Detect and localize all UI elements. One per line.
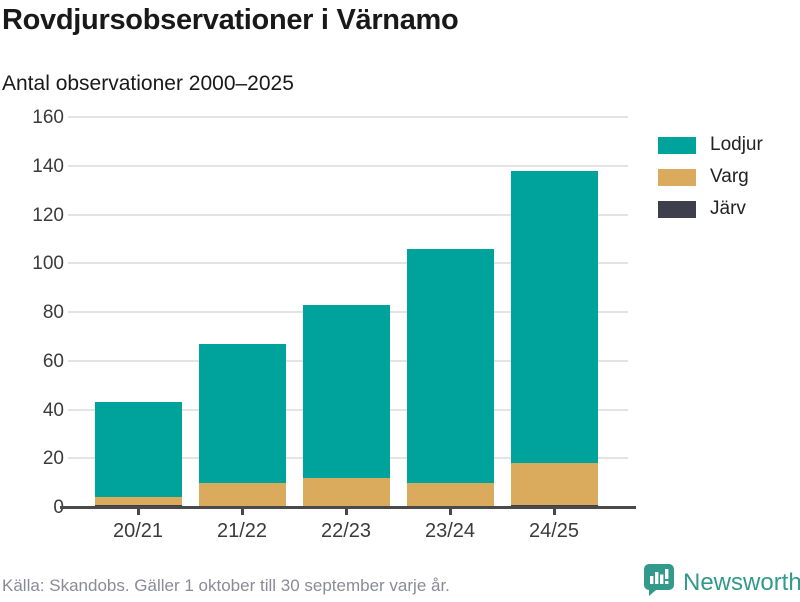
legend-label-varg: Varg — [710, 166, 749, 187]
plot-area: 20/21 21/22 22/23 23/24 24/25 — [60, 116, 636, 542]
gridline-y140 — [68, 164, 628, 167]
legend-swatch-järv — [658, 200, 696, 218]
x-axis-tick — [449, 508, 452, 515]
newsworthy-wordmark: Newsworthy — [683, 568, 800, 596]
legend-item-varg: Varg — [658, 166, 763, 188]
x-axis-line — [60, 506, 636, 509]
x-axis-label-23-24: 23/24 — [424, 520, 476, 542]
bar-segment-varg-24-25 — [510, 463, 598, 505]
x-axis-label-22-23: 22/23 — [320, 520, 372, 542]
gridline-y120 — [68, 213, 628, 216]
bar-22-23 — [302, 304, 390, 507]
chart-title: Rovdjursobservationer i Värnamo — [2, 4, 459, 36]
bar-23-24 — [406, 248, 494, 507]
y-axis-tick-label: 20 — [42, 448, 64, 470]
legend-swatch-varg — [658, 168, 696, 186]
y-axis-tick-label: 60 — [42, 350, 64, 372]
chart-subtitle: Antal observationer 2000–2025 — [2, 72, 294, 95]
bar-segment-lodjur-22-23 — [302, 304, 390, 478]
bar-segment-varg-23-24 — [406, 482, 494, 507]
x-axis-tick — [241, 508, 244, 515]
legend: Lodjur Varg Järv — [658, 134, 763, 220]
x-axis-label-24-25: 24/25 — [528, 520, 580, 542]
bar-segment-lodjur-24-25 — [510, 170, 598, 464]
x-axis-tick — [137, 508, 140, 515]
bar-segment-lodjur-23-24 — [406, 248, 494, 483]
bar-segment-varg-22-23 — [302, 477, 390, 507]
legend-item-järv: Järv — [658, 198, 763, 220]
gridline-y100 — [68, 262, 628, 265]
x-axis-tick — [553, 508, 556, 515]
y-axis-tick-label: 160 — [32, 107, 64, 128]
legend-label-lodjur: Lodjur — [710, 134, 763, 155]
y-axis-tick-label: 100 — [32, 253, 64, 275]
legend-label-järv: Järv — [710, 198, 746, 219]
bar-segment-järv-24-25 — [510, 504, 598, 507]
bar-24-25 — [510, 170, 598, 507]
gridline-y160 — [68, 116, 628, 118]
x-axis-tick — [345, 508, 348, 515]
y-axis-tick-label: 120 — [32, 204, 64, 226]
source-note: Källa: Skandobs. Gäller 1 oktober till 3… — [2, 576, 450, 595]
y-axis-tick-label: 140 — [32, 155, 64, 177]
y-axis-tick-label: 0 — [53, 497, 64, 518]
x-axis-label-21-22: 21/22 — [216, 520, 268, 542]
y-axis-tick-label: 40 — [42, 399, 64, 421]
bar-21-22 — [198, 343, 286, 507]
bar-segment-lodjur-21-22 — [198, 343, 286, 483]
newsworthy-logo: Newsworthy — [643, 563, 800, 602]
legend-item-lodjur: Lodjur — [658, 134, 763, 156]
x-axis-label-20-21: 20/21 — [112, 520, 164, 542]
y-axis-tick-label: 80 — [42, 302, 64, 323]
bar-20-21 — [94, 402, 182, 507]
chart-bubble-icon — [643, 563, 675, 602]
bar-segment-järv-20-21 — [94, 504, 182, 507]
legend-swatch-lodjur — [658, 136, 696, 154]
bar-segment-varg-20-21 — [94, 497, 182, 505]
bar-segment-lodjur-20-21 — [94, 402, 182, 498]
bar-segment-varg-21-22 — [198, 482, 286, 507]
